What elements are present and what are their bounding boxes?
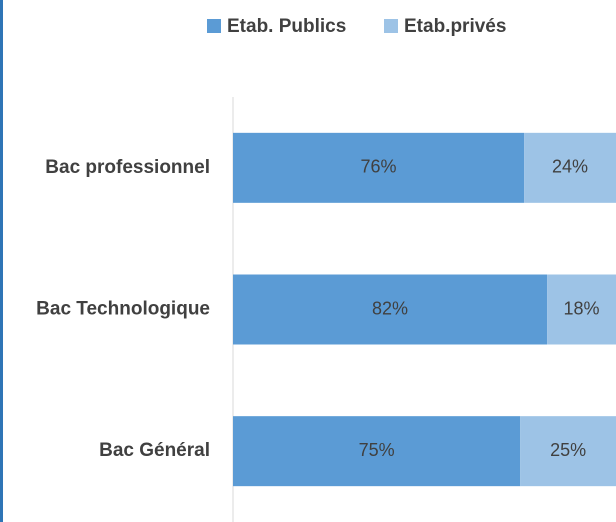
bar-segment [520,416,616,487]
bar-segment [233,274,548,345]
category-label: Bac Général [99,440,210,461]
legend-swatch [207,19,221,33]
legend-label: Etab. Publics [227,16,346,37]
bar-segment [547,274,616,345]
bar-segment [233,416,521,487]
value-label: 76% [361,157,397,177]
bar-segment [233,132,525,203]
value-label: 25% [550,440,586,460]
category-label: Bac Technologique [36,299,210,320]
value-label: 18% [564,298,600,318]
value-label: 75% [359,440,395,460]
legend-label: Etab.privés [404,16,506,37]
frame-edge [0,0,3,522]
bar-segment [524,132,616,203]
legend-swatch [384,19,398,33]
value-label: 24% [552,157,588,177]
value-label: 82% [372,298,408,318]
category-label: Bac professionnel [45,157,210,178]
